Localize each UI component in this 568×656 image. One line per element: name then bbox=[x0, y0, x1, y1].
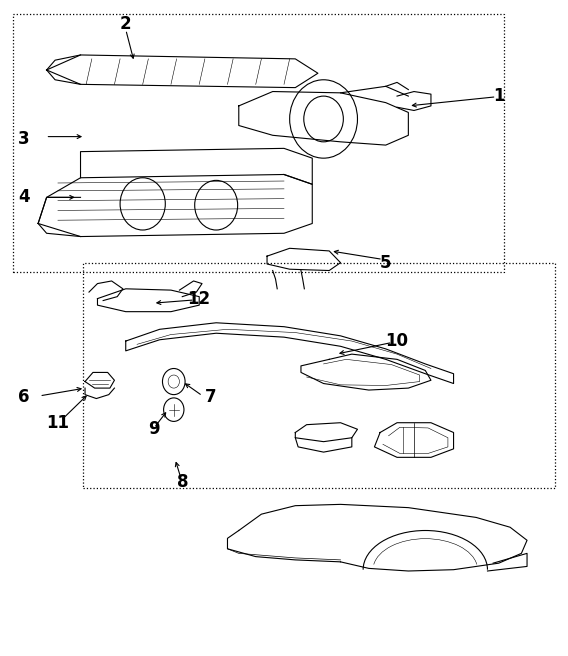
Text: 8: 8 bbox=[177, 472, 188, 491]
Text: 9: 9 bbox=[148, 420, 160, 438]
Text: 1: 1 bbox=[493, 87, 504, 105]
Text: 10: 10 bbox=[386, 332, 408, 350]
Text: 3: 3 bbox=[18, 130, 30, 148]
Text: 6: 6 bbox=[18, 388, 30, 405]
Text: 4: 4 bbox=[18, 188, 30, 207]
Text: 7: 7 bbox=[204, 388, 216, 405]
Text: 2: 2 bbox=[120, 15, 132, 33]
Text: 5: 5 bbox=[380, 254, 391, 272]
Text: 12: 12 bbox=[187, 289, 211, 308]
Text: 11: 11 bbox=[47, 414, 69, 432]
